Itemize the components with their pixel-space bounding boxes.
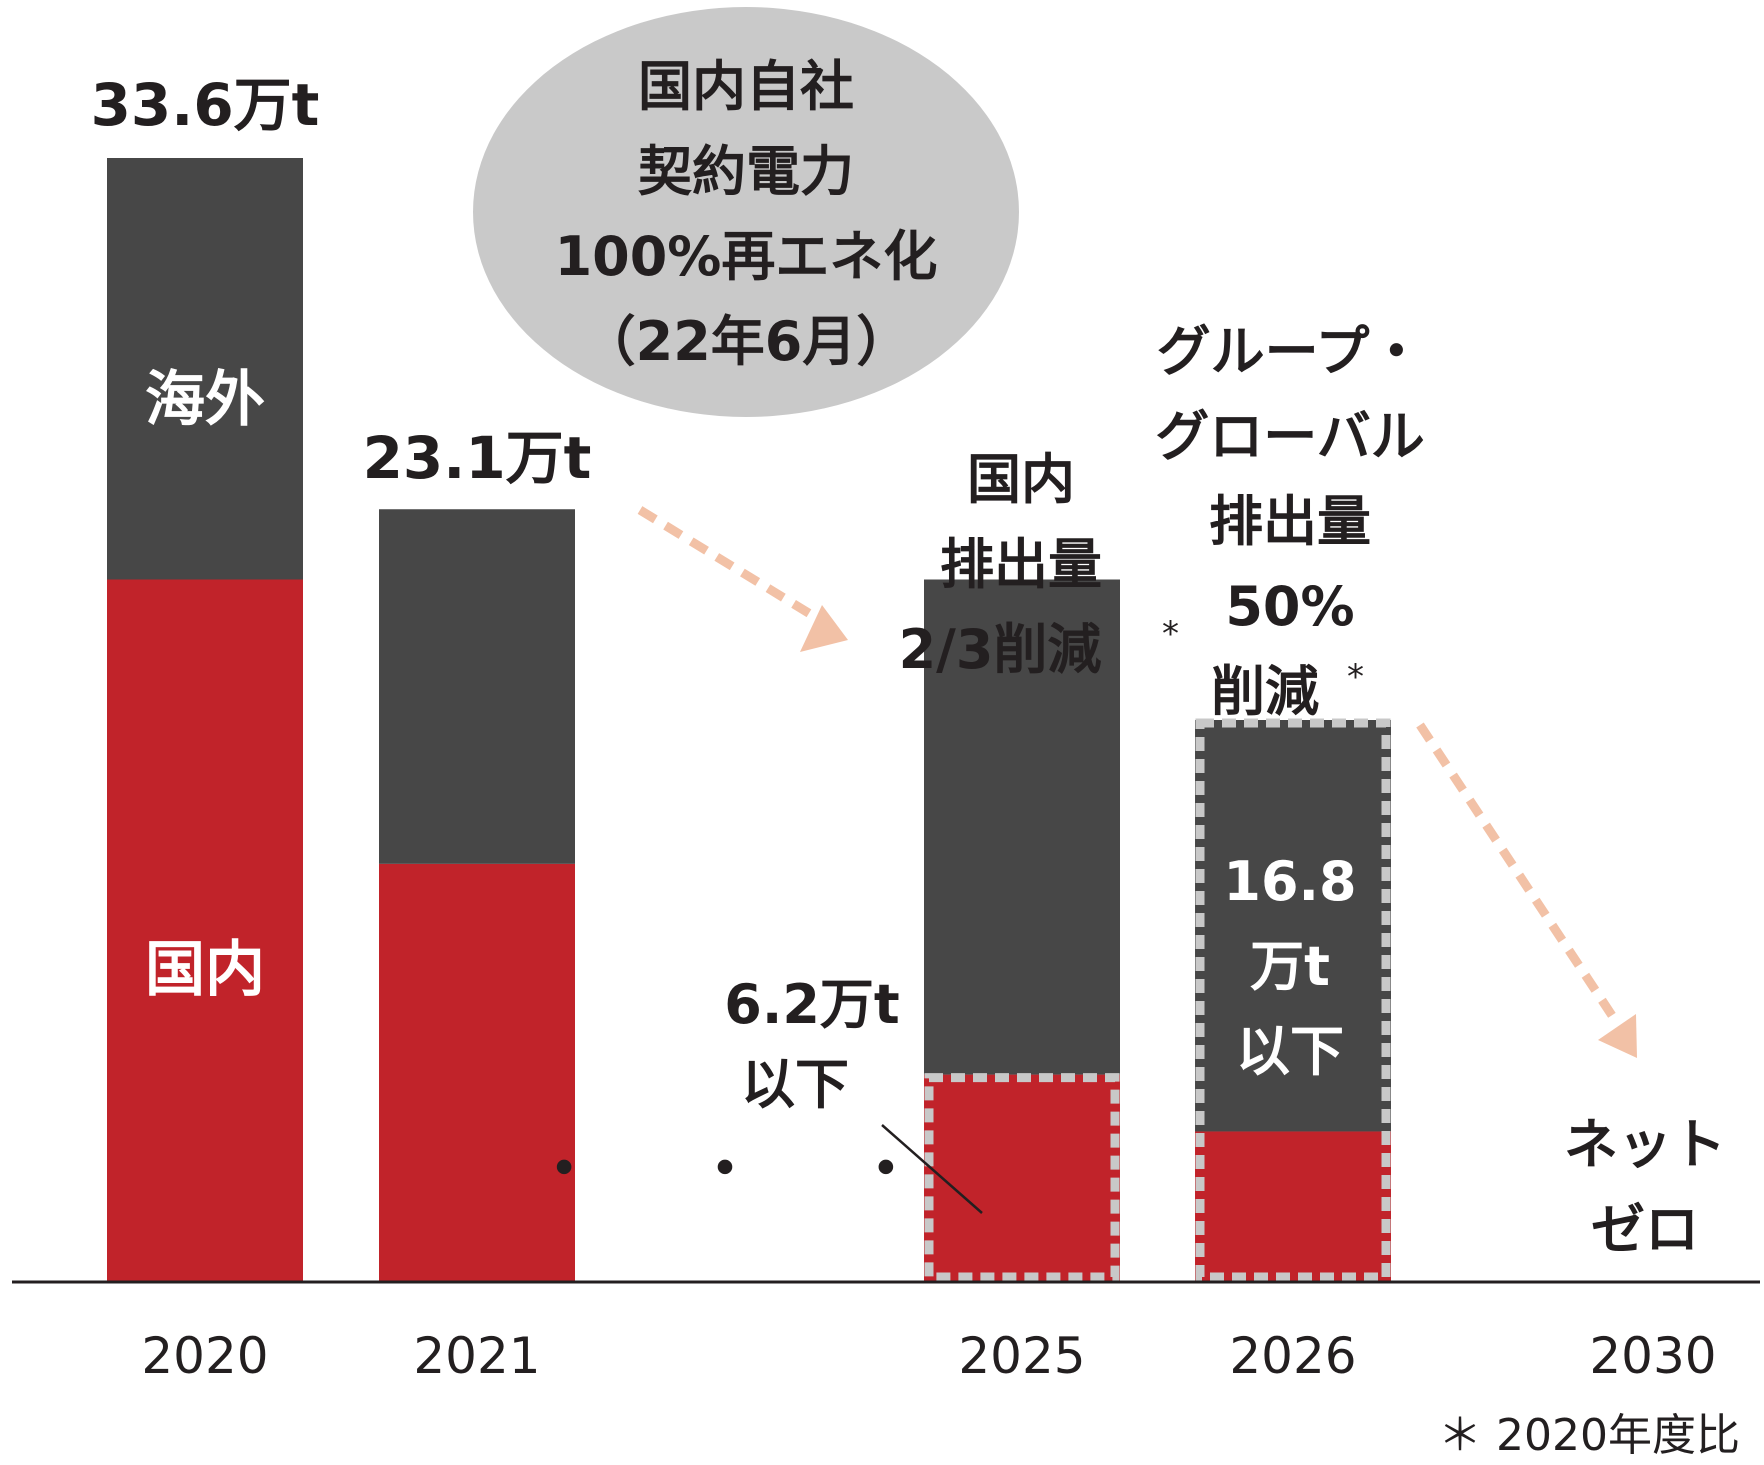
domestic-target-line-2: 排出量 xyxy=(940,533,1102,596)
group-target-line-3: 排出量 xyxy=(1209,490,1371,553)
group-target-line-4: 50% xyxy=(1225,575,1354,638)
target-2025-value: 6.2万t xyxy=(724,973,899,1036)
x-tick-label-2021: 2021 xyxy=(413,1327,540,1385)
arrow-to-2025 xyxy=(637,506,848,652)
arrow-to-2030 xyxy=(1416,722,1637,1058)
target-2026-suffix: 以下 xyxy=(1236,1020,1344,1083)
series-label-overseas: 海外 xyxy=(145,365,265,435)
bubble-line-4: （22年6月） xyxy=(582,310,911,373)
target-2026-value: 16.8 xyxy=(1223,850,1356,913)
domestic-target-line-1: 国内 xyxy=(967,448,1075,511)
bars-layer xyxy=(107,158,1391,1282)
target-border-2025-domestic xyxy=(924,1073,1120,1282)
bar-2020-domestic xyxy=(107,579,303,1282)
target-border-2026-total xyxy=(1195,718,1391,1282)
bar-2021-domestic xyxy=(379,863,575,1282)
group-target-asterisk: * xyxy=(1347,657,1364,697)
bubble-line-3: 100%再エネ化 xyxy=(555,225,938,288)
target-2025-suffix: 以下 xyxy=(741,1053,849,1116)
timeline-ellipsis: ・ ・ ・ xyxy=(534,1135,956,1205)
group-target-line-1: グループ・ xyxy=(1157,320,1424,383)
bubble-line-2: 契約電力 xyxy=(638,140,854,203)
bar-2025-domestic xyxy=(924,1074,1120,1282)
x-tick-label-2026: 2026 xyxy=(1229,1327,1356,1385)
footnote: ＊ 2020年度比 xyxy=(1438,1410,1740,1461)
bar-2026-domestic xyxy=(1195,1131,1391,1282)
bar-2020-overseas xyxy=(107,158,303,580)
group-target-line-2: グローバル xyxy=(1155,405,1424,468)
total-label-2021: 23.1万t xyxy=(363,424,592,492)
group-target-line-5: 削減 xyxy=(1211,660,1319,723)
series-label-domestic: 国内 xyxy=(145,935,265,1005)
total-label-2020: 33.6万t xyxy=(91,71,320,139)
bar-2021-overseas xyxy=(379,509,575,864)
x-tick-label-2030: 2030 xyxy=(1589,1327,1716,1385)
x-tick-label-2020: 2020 xyxy=(141,1327,268,1385)
net-zero-line-1: ネット xyxy=(1564,1113,1726,1176)
target-2025-leader-line xyxy=(881,1124,983,1214)
bar-2026-overseas xyxy=(1195,720,1391,1132)
bubble-line-1: 国内自社 xyxy=(638,55,854,118)
callout-bubble xyxy=(473,7,1019,417)
net-zero-line-2: ゼロ xyxy=(1591,1198,1699,1261)
domestic-target-line-3: 2/3削減 xyxy=(899,618,1102,681)
domestic-target-asterisk: * xyxy=(1162,614,1179,654)
x-tick-label-2025: 2025 xyxy=(958,1327,1085,1385)
bar-2025-overseas xyxy=(924,579,1120,1075)
target-2026-unit: 万t xyxy=(1250,935,1330,998)
